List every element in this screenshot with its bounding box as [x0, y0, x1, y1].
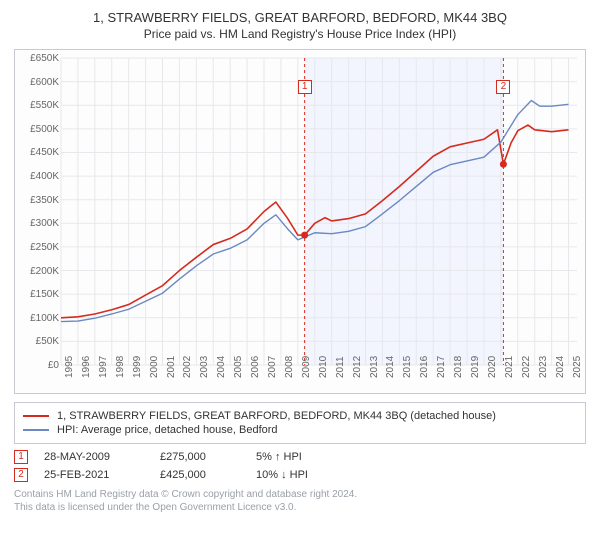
event-row: 1 28-MAY-2009 £275,000 5% ↑ HPI [14, 450, 586, 464]
y-axis-label: £150K [17, 289, 59, 300]
footer-line-2: This data is licensed under the Open Gov… [14, 501, 586, 514]
x-axis-label: 2013 [369, 356, 380, 378]
event-price: £425,000 [160, 469, 240, 481]
legend-item: HPI: Average price, detached house, Bedf… [23, 424, 577, 436]
x-axis-label: 2001 [166, 356, 177, 378]
event-row: 2 25-FEB-2021 £425,000 10% ↓ HPI [14, 468, 586, 482]
y-axis-label: £400K [17, 171, 59, 182]
event-marker: 2 [14, 468, 28, 482]
x-axis-label: 2010 [318, 356, 329, 378]
y-axis-label: £100K [17, 313, 59, 324]
y-axis-label: £50K [17, 336, 59, 347]
x-axis-label: 2022 [521, 356, 532, 378]
sale-marker: 1 [298, 80, 312, 94]
page-title: 1, STRAWBERRY FIELDS, GREAT BARFORD, BED… [14, 10, 586, 25]
x-axis-label: 2006 [250, 356, 261, 378]
sale-marker: 2 [496, 80, 510, 94]
y-axis-label: £450K [17, 147, 59, 158]
y-axis-label: £200K [17, 266, 59, 277]
x-axis-label: 2016 [419, 356, 430, 378]
event-delta: 5% ↑ HPI [256, 451, 586, 463]
x-axis-label: 2023 [538, 356, 549, 378]
y-axis-label: £300K [17, 218, 59, 229]
y-axis-label: £350K [17, 195, 59, 206]
x-axis-label: 1998 [115, 356, 126, 378]
x-axis-label: 2024 [555, 356, 566, 378]
x-axis-label: 2021 [504, 356, 515, 378]
x-axis-label: 2011 [335, 356, 346, 378]
legend-item: 1, STRAWBERRY FIELDS, GREAT BARFORD, BED… [23, 410, 577, 422]
x-axis-label: 2019 [470, 356, 481, 378]
event-marker: 1 [14, 450, 28, 464]
y-axis-label: £250K [17, 242, 59, 253]
x-axis-label: 2008 [284, 356, 295, 378]
y-axis-label: £600K [17, 77, 59, 88]
event-date: 25-FEB-2021 [44, 469, 144, 481]
page-subtitle: Price paid vs. HM Land Registry's House … [14, 27, 586, 41]
x-axis-label: 2012 [352, 356, 363, 378]
x-axis-label: 2018 [453, 356, 464, 378]
y-axis-label: £650K [17, 53, 59, 64]
legend: 1, STRAWBERRY FIELDS, GREAT BARFORD, BED… [14, 402, 586, 444]
footer-attribution: Contains HM Land Registry data © Crown c… [14, 488, 586, 514]
x-axis-label: 1999 [132, 356, 143, 378]
x-axis-label: 2020 [487, 356, 498, 378]
x-axis-label: 2003 [199, 356, 210, 378]
event-price: £275,000 [160, 451, 240, 463]
y-axis-label: £500K [17, 124, 59, 135]
event-delta: 10% ↓ HPI [256, 469, 586, 481]
x-axis-label: 2000 [149, 356, 160, 378]
legend-swatch [23, 415, 49, 417]
y-axis-label: £0 [17, 360, 59, 371]
x-axis-label: 2014 [385, 356, 396, 378]
x-axis-label: 2002 [182, 356, 193, 378]
x-axis-label: 1995 [64, 356, 75, 378]
y-axis-label: £550K [17, 100, 59, 111]
x-axis-label: 2009 [301, 356, 312, 378]
x-axis-label: 2017 [436, 356, 447, 378]
x-axis-label: 2025 [572, 356, 583, 378]
x-axis-label: 1996 [81, 356, 92, 378]
sale-events: 1 28-MAY-2009 £275,000 5% ↑ HPI 2 25-FEB-2021… [14, 450, 586, 482]
x-axis-label: 1997 [98, 356, 109, 378]
x-axis-label: 2004 [216, 356, 227, 378]
price-chart: £0 £50K £100K £150K £200K £250K £300K £350K £400… [14, 49, 586, 394]
event-date: 28-MAY-2009 [44, 451, 144, 463]
footer-line-1: Contains HM Land Registry data © Crown c… [14, 488, 586, 501]
x-axis-label: 2007 [267, 356, 278, 378]
legend-swatch [23, 429, 49, 431]
legend-label: 1, STRAWBERRY FIELDS, GREAT BARFORD, BED… [57, 410, 496, 422]
x-axis-label: 2015 [402, 356, 413, 378]
legend-label: HPI: Average price, detached house, Bedf… [57, 424, 278, 436]
x-axis-label: 2005 [233, 356, 244, 378]
